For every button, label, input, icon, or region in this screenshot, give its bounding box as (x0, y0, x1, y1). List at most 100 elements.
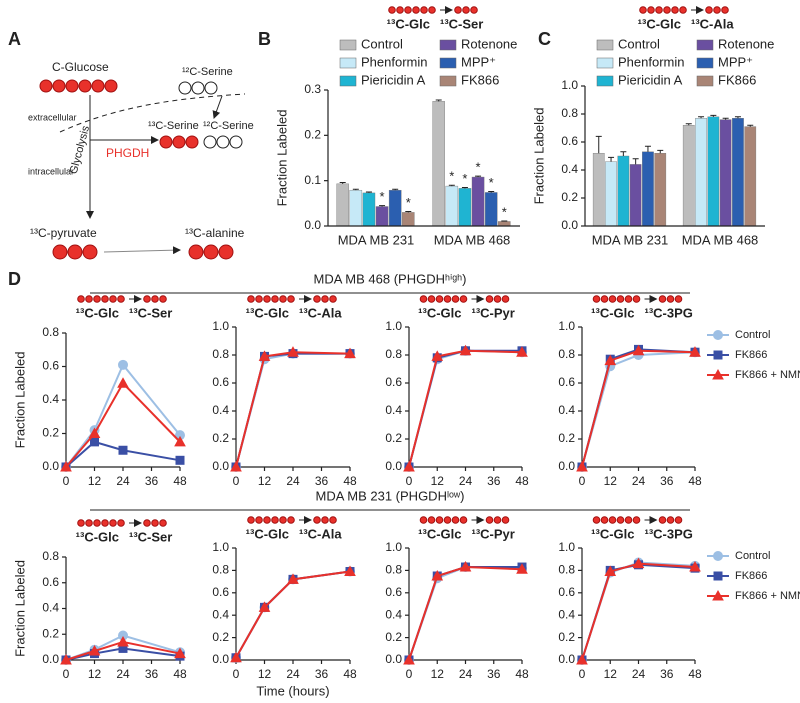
y-tick-label: 0.8 (558, 347, 575, 361)
y-tick-label: 0.6 (561, 134, 578, 148)
y-axis-label: Fraction Labeled (12, 352, 27, 449)
legend-marker (712, 589, 724, 601)
bar (484, 192, 498, 227)
data-point (90, 437, 99, 447)
carbon-icon (501, 516, 510, 524)
series-line (408, 566, 523, 661)
x-tick-label: 36 (487, 474, 501, 488)
carbon-icon (658, 295, 667, 303)
data-point (459, 561, 472, 572)
data-point (632, 557, 645, 569)
data-point (632, 344, 645, 356)
x-tick-label: 12 (88, 474, 102, 488)
legend-swatch (596, 75, 614, 87)
y-tick-label: 0.2 (561, 190, 578, 204)
y-tick-label: 0.6 (385, 585, 402, 599)
carbon-icon (470, 6, 478, 14)
carbon-icon (608, 516, 617, 524)
region-label: intracellular (28, 166, 74, 176)
bar (682, 124, 695, 227)
x-tick-label: 0 (63, 474, 70, 488)
y-tick-label: 0.8 (385, 347, 402, 361)
carbon-icon (396, 6, 404, 14)
x-axis-label: Time (hours) (256, 683, 329, 698)
bar (719, 119, 732, 227)
bar (402, 212, 415, 227)
carbon-icon (247, 295, 255, 303)
carbon-icon (679, 6, 687, 14)
legend-marker (713, 551, 723, 561)
x-tick-label: 12 (258, 474, 272, 488)
panel-label: A (8, 29, 21, 49)
y-tick-label: 1.0 (558, 540, 575, 554)
legend-swatch (339, 57, 357, 69)
bar (605, 161, 617, 227)
legend-swatch (596, 39, 614, 51)
carbon-icon (279, 295, 287, 303)
carbon-icon (77, 295, 85, 303)
bar (471, 176, 485, 227)
series-line (581, 349, 696, 468)
chart-title: ¹³C-Pyr (472, 526, 515, 541)
x-tick-label: 12 (258, 667, 272, 681)
legend-marker (713, 350, 723, 360)
carbon-icon (428, 6, 436, 14)
error-bar (339, 181, 346, 184)
y-tick-label: 0.4 (42, 392, 59, 406)
bar (375, 206, 389, 227)
y-tick-label: 0.6 (558, 375, 575, 389)
series-line (65, 640, 181, 661)
carbon-icon (721, 6, 729, 14)
x-tick-label: 24 (116, 474, 130, 488)
carbon-icon (435, 295, 444, 303)
series-line (408, 349, 523, 468)
legend-label: FK866 + NMN (735, 369, 800, 381)
x-tick-label: 0 (579, 667, 586, 681)
error-bar (657, 149, 664, 154)
carbon-icon (321, 295, 329, 303)
panel-label: C (538, 29, 551, 49)
carbon-icon (666, 295, 675, 303)
x-tick-label: 0 (233, 474, 240, 488)
bar (642, 151, 654, 227)
data-point (344, 565, 356, 577)
carbon-icon (501, 295, 510, 303)
series-line (408, 349, 523, 468)
chart-title: ¹³C-Glc (76, 305, 119, 320)
legend-swatch (696, 75, 714, 87)
chart-title: ¹³C-Glc (591, 305, 634, 320)
carbon-icon (616, 516, 625, 524)
carbon-icon (151, 295, 159, 303)
data-point (459, 344, 472, 356)
y-tick-label: 0.4 (212, 607, 229, 621)
y-tick-label: 1.0 (385, 540, 402, 554)
y-tick-label: 0.4 (558, 403, 575, 417)
y-tick-label: 0.2 (558, 630, 575, 644)
legend-label: Phenformin (618, 54, 684, 69)
y-tick-label: 0.6 (42, 359, 59, 373)
process-label: Glycolysis (68, 124, 93, 175)
error-bar (608, 156, 615, 162)
carbon-icon (287, 516, 295, 524)
y-tick-label: 0.6 (212, 585, 229, 599)
significance-mark: * (449, 169, 454, 184)
carbon-icon (404, 6, 412, 14)
data-point (689, 561, 701, 572)
y-tick-label: 0.0 (212, 652, 229, 666)
series-line (581, 562, 696, 661)
y-tick-label: 0.2 (385, 431, 402, 445)
legend-swatch (439, 75, 457, 87)
data-point (88, 427, 101, 438)
x-tick-label: 24 (459, 474, 473, 488)
carbon-icon (485, 295, 494, 303)
series-line (581, 351, 696, 468)
carbon-icon (279, 516, 287, 524)
carbon-icon (435, 516, 444, 524)
y-tick-label: 0.0 (385, 652, 402, 666)
series-line (235, 570, 351, 659)
carbon-icon (109, 295, 117, 303)
y-tick-label: 0.8 (558, 563, 575, 577)
section-title: MDA MB 231 (PHGDHˡᵒʷ) (315, 488, 464, 503)
carbon-icon (592, 295, 601, 303)
series-line (235, 352, 350, 468)
